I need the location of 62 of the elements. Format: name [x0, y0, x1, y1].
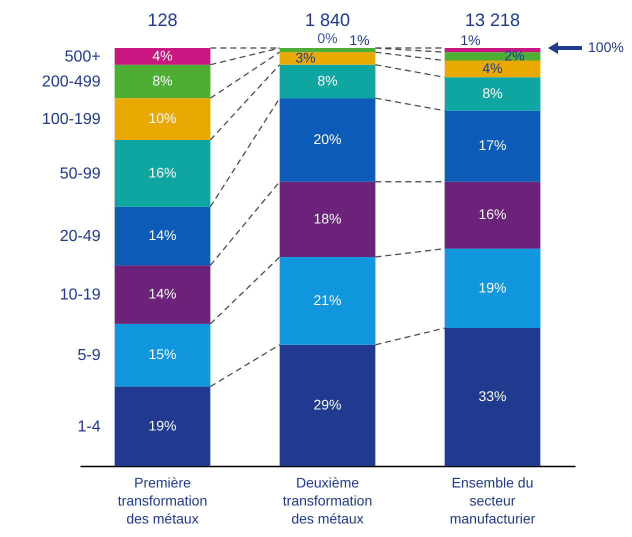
bar [444, 48, 540, 52]
text: 128 [147, 10, 178, 30]
bar [444, 328, 540, 466]
data-label: 1% [460, 32, 481, 48]
data-label: 8% [482, 84, 503, 101]
bar [114, 98, 210, 140]
text: 100% [588, 39, 624, 55]
data-label: 18% [313, 210, 342, 226]
data-label: 14% [148, 227, 177, 244]
series-label: 1-4 [78, 418, 101, 436]
series-label: 50-99 [60, 165, 101, 182]
series-label: 10-19 [60, 286, 101, 304]
data-label: 14% [148, 286, 177, 302]
data-label: 20% [313, 130, 342, 147]
series-label: 500+ [64, 48, 101, 66]
bar [280, 64, 376, 98]
text: 13 218 [464, 10, 520, 30]
series-label: 20-49 [60, 228, 101, 246]
bar [114, 64, 210, 98]
data-label: 15% [148, 346, 177, 362]
bar [444, 60, 540, 78]
data-label: 17% [478, 137, 507, 154]
series-label: 200-499 [42, 73, 101, 90]
series-label: 5-9 [78, 347, 101, 364]
bar [280, 182, 376, 257]
bar [280, 48, 376, 52]
bar [114, 206, 210, 266]
bar [444, 77, 540, 111]
data-label: 1% [349, 32, 370, 48]
bar [444, 248, 540, 328]
bar [280, 257, 376, 345]
data-label: 10% [148, 110, 177, 126]
data-label: 16% [478, 206, 507, 222]
data-label: 4% [152, 47, 173, 64]
data-label: 33% [478, 388, 507, 404]
data-label: 2% [504, 47, 525, 64]
data-label: 8% [317, 72, 338, 88]
data-label: 0% [317, 30, 338, 46]
data-label: 19% [478, 279, 507, 296]
bar [114, 386, 210, 466]
series-label: 100-199 [42, 111, 101, 128]
bar [280, 344, 376, 466]
bar [114, 265, 210, 324]
bar [444, 52, 540, 61]
bar [444, 182, 540, 249]
bar [444, 110, 540, 182]
data-label: 16% [148, 164, 177, 180]
bar [114, 324, 210, 387]
x-tick-label: Ensemble du secteur manufacturier [450, 474, 536, 526]
bar [280, 52, 376, 65]
data-label: 29% [313, 396, 342, 412]
data-label: 21% [313, 292, 342, 308]
data-label: 8% [152, 72, 173, 88]
bar [114, 48, 210, 65]
data-label: 3% [295, 49, 316, 66]
text: 1 840 [304, 10, 350, 30]
bar [280, 98, 376, 182]
x-tick-label: Deuxième transformation des métaux [282, 474, 372, 526]
bar [114, 140, 210, 207]
data-label: 19% [148, 417, 177, 434]
data-label: 4% [482, 60, 503, 76]
x-tick-label: Première transformation des métaux [118, 474, 208, 526]
